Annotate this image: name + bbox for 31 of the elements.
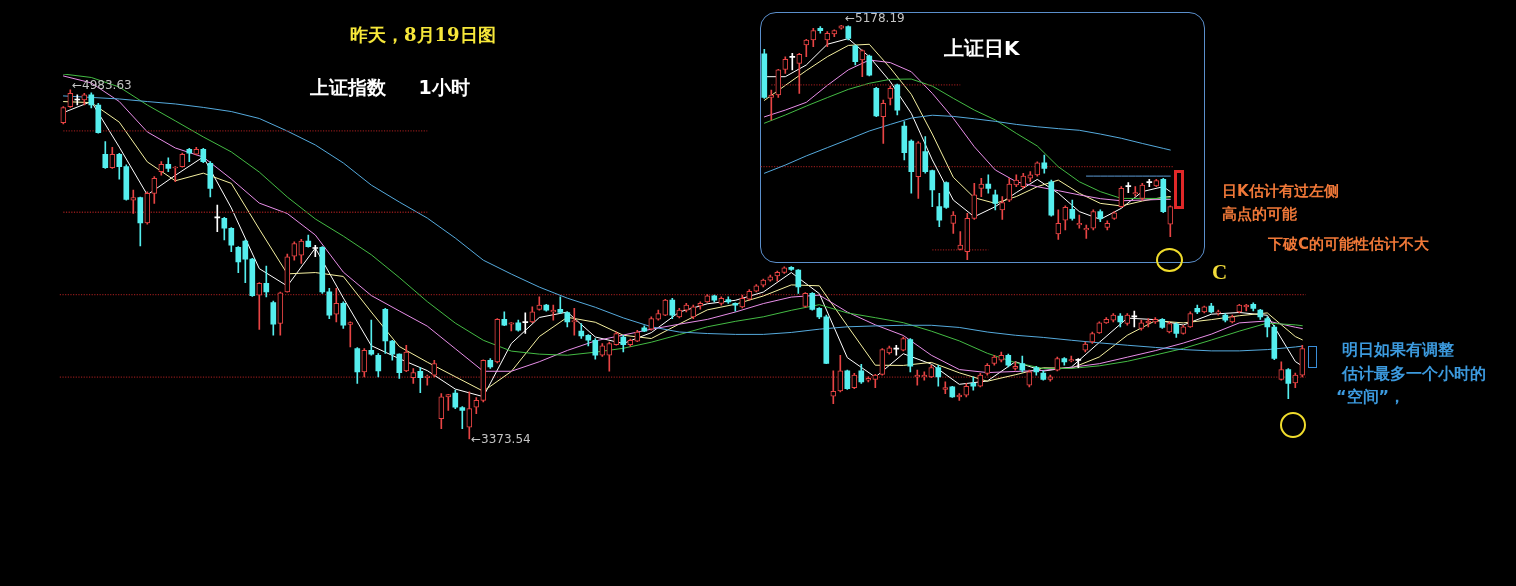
candlestick (172, 166, 179, 182)
candlestick (1131, 310, 1138, 328)
candlestick (830, 370, 837, 404)
annotation: 高点的可能 (1222, 205, 1297, 223)
annotation: ←5178.19 (845, 11, 905, 26)
chart-subtitle: 上证指数 1小时 (310, 76, 470, 98)
candlestick (347, 321, 354, 348)
candlestick (1146, 179, 1153, 188)
candlestick (368, 319, 375, 356)
candlestick (522, 312, 529, 334)
candlestick (312, 244, 319, 258)
candlestick (789, 53, 796, 71)
candlestick (508, 322, 515, 332)
annotation: ←3373.54 (471, 432, 531, 447)
candlestick (1132, 186, 1139, 197)
candlestick (1075, 358, 1082, 368)
text: “空间”， (1336, 387, 1406, 406)
text: 明日如果有调整 (1342, 340, 1454, 359)
candlestick (768, 89, 775, 121)
chart-title: 昨天，8月19日图 (350, 24, 496, 45)
text: 上证日K (944, 36, 1020, 60)
candlestick (256, 282, 263, 330)
candlestick (796, 53, 803, 94)
annotation: 下破C的可能性估计不大 (1268, 235, 1430, 253)
candlestick (445, 393, 452, 411)
text: 估计最多一个小时的 (1342, 364, 1486, 383)
candlestick (459, 406, 466, 429)
candlestick (1125, 182, 1132, 193)
candlestick (130, 189, 137, 214)
annotation: 日K估计有过左侧 (1222, 182, 1339, 200)
annotation: C (1212, 260, 1228, 285)
